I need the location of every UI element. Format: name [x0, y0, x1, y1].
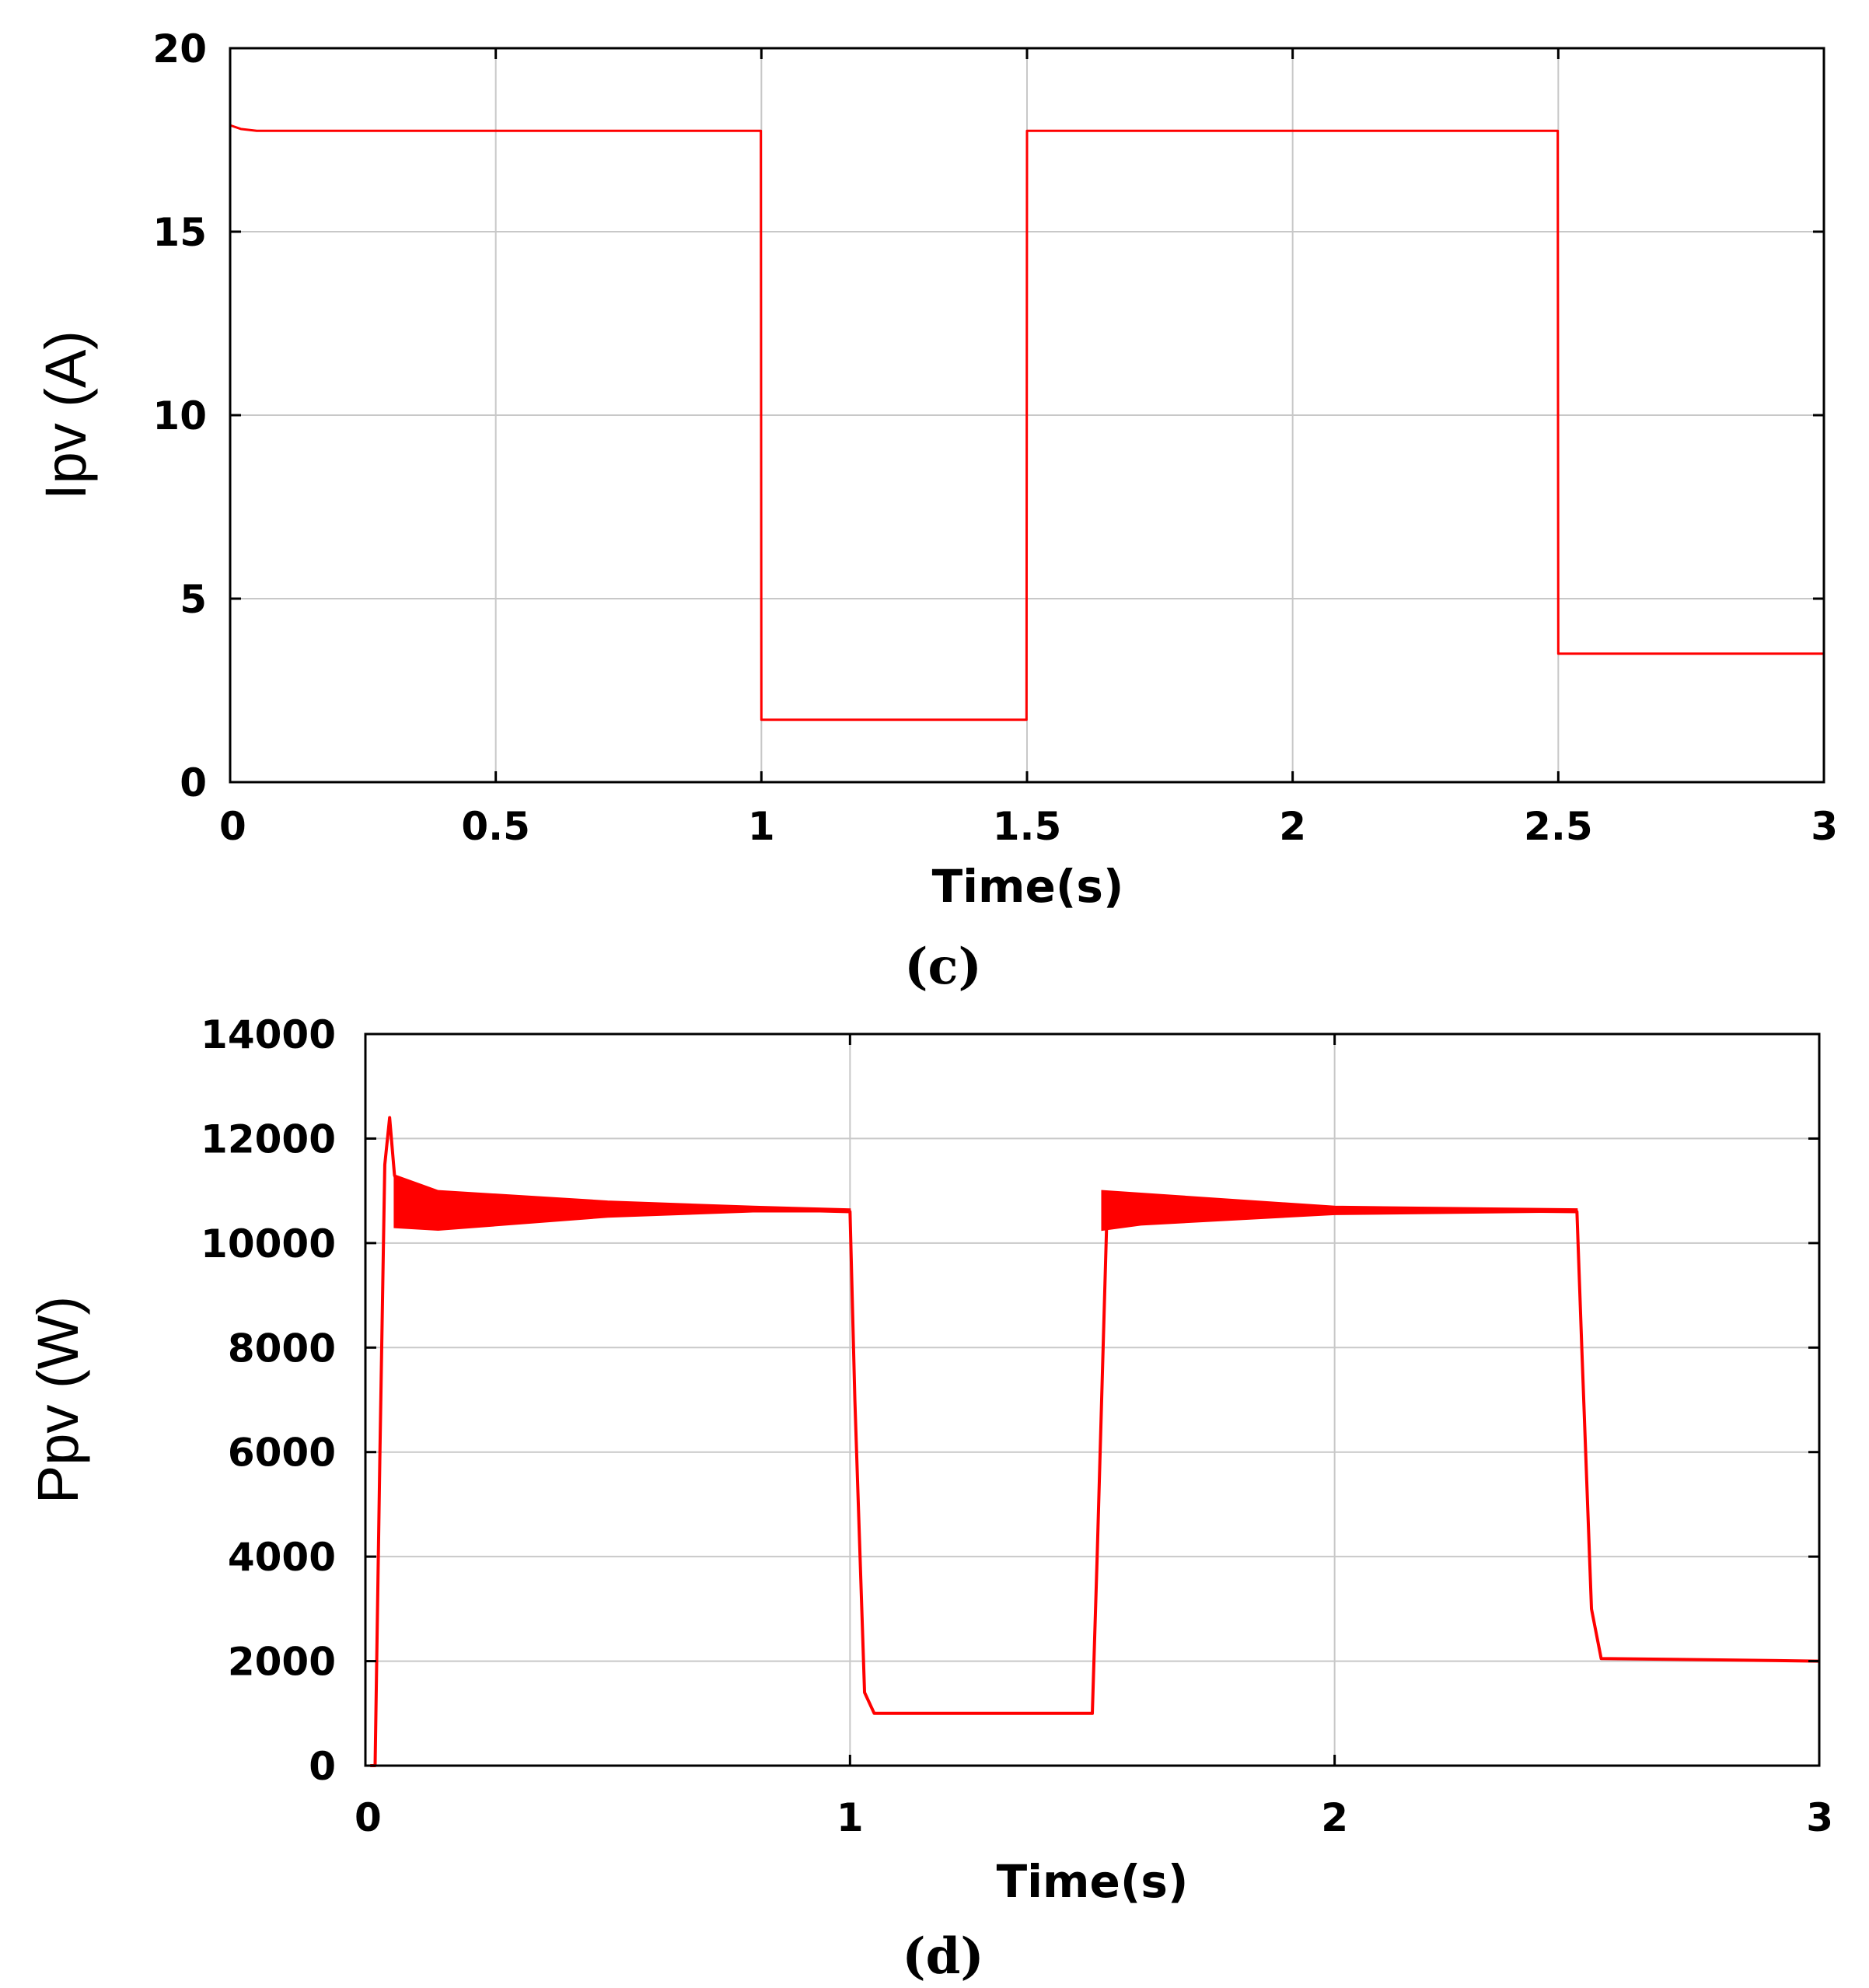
x-tick-label: 0: [355, 1795, 382, 1840]
y-tick-label: 2000: [228, 1640, 336, 1685]
x-tick-label: 1: [837, 1795, 864, 1840]
y-tick-label: 20: [152, 26, 207, 72]
y-axis-label: Ipv (A): [33, 330, 98, 500]
oscillation-band: [393, 1174, 851, 1232]
plot-frame: [364, 1032, 1821, 1767]
panel-caption: (d): [902, 1927, 983, 1986]
x-tick-label: 1: [748, 804, 775, 849]
plot-d: 0 1 2 3 0 2000 4000 6000 8000 10000 12000 14000 Time…: [26, 1012, 1833, 1986]
y-tick-label: 5: [180, 577, 207, 622]
panel-caption: (c): [904, 938, 982, 996]
x-tick-label: 2: [1279, 804, 1306, 849]
y-tick-label: 4000: [228, 1535, 336, 1580]
x-tick-label: 3: [1806, 1795, 1833, 1840]
x-tick-label: 0.5: [461, 804, 530, 849]
x-tick-label: 2.5: [1524, 804, 1593, 849]
series-line: [370, 1116, 1820, 1767]
x-tick-label: 3: [1811, 804, 1838, 849]
y-tick-label: 0: [309, 1744, 336, 1789]
x-tick-label: 1.5: [993, 804, 1062, 849]
y-tick-label: 10000: [201, 1221, 336, 1267]
x-axis-label: Time(s): [997, 1855, 1189, 1908]
y-tick-label: 0: [180, 760, 207, 805]
x-axis-label: Time(s): [932, 860, 1124, 913]
y-tick-label: 6000: [228, 1431, 336, 1476]
y-tick-label: 10: [152, 393, 207, 438]
y-tick-label: 15: [152, 210, 207, 255]
x-tick-label: 2: [1321, 1795, 1348, 1840]
y-axis-label: Ppv (W): [26, 1296, 90, 1504]
y-tick-label: 14000: [201, 1012, 336, 1057]
series-line: [229, 124, 1824, 721]
plot-c: 0 0.5 1 1.5 2 2.5 3 0 5 10 15 20 Time(s) Ipv (A) (c): [33, 26, 1838, 996]
x-tick-label: 0: [219, 804, 246, 849]
y-tick-label: 8000: [228, 1326, 336, 1371]
y-tick-label: 12000: [201, 1116, 336, 1162]
